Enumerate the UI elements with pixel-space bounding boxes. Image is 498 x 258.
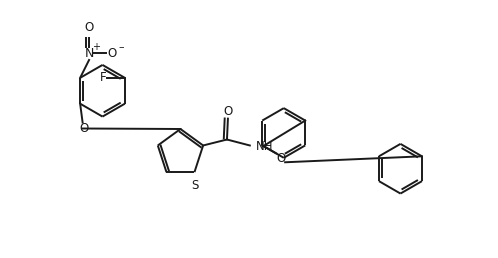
Text: O: O bbox=[276, 152, 286, 165]
Text: N: N bbox=[84, 46, 94, 60]
Text: F: F bbox=[100, 71, 107, 84]
Text: O: O bbox=[79, 123, 88, 135]
Text: O: O bbox=[108, 46, 117, 60]
Text: NH: NH bbox=[256, 140, 274, 153]
Text: O: O bbox=[223, 105, 233, 118]
Text: –: – bbox=[118, 42, 124, 52]
Text: S: S bbox=[191, 179, 199, 192]
Text: +: + bbox=[92, 42, 100, 52]
Text: O: O bbox=[85, 21, 94, 34]
